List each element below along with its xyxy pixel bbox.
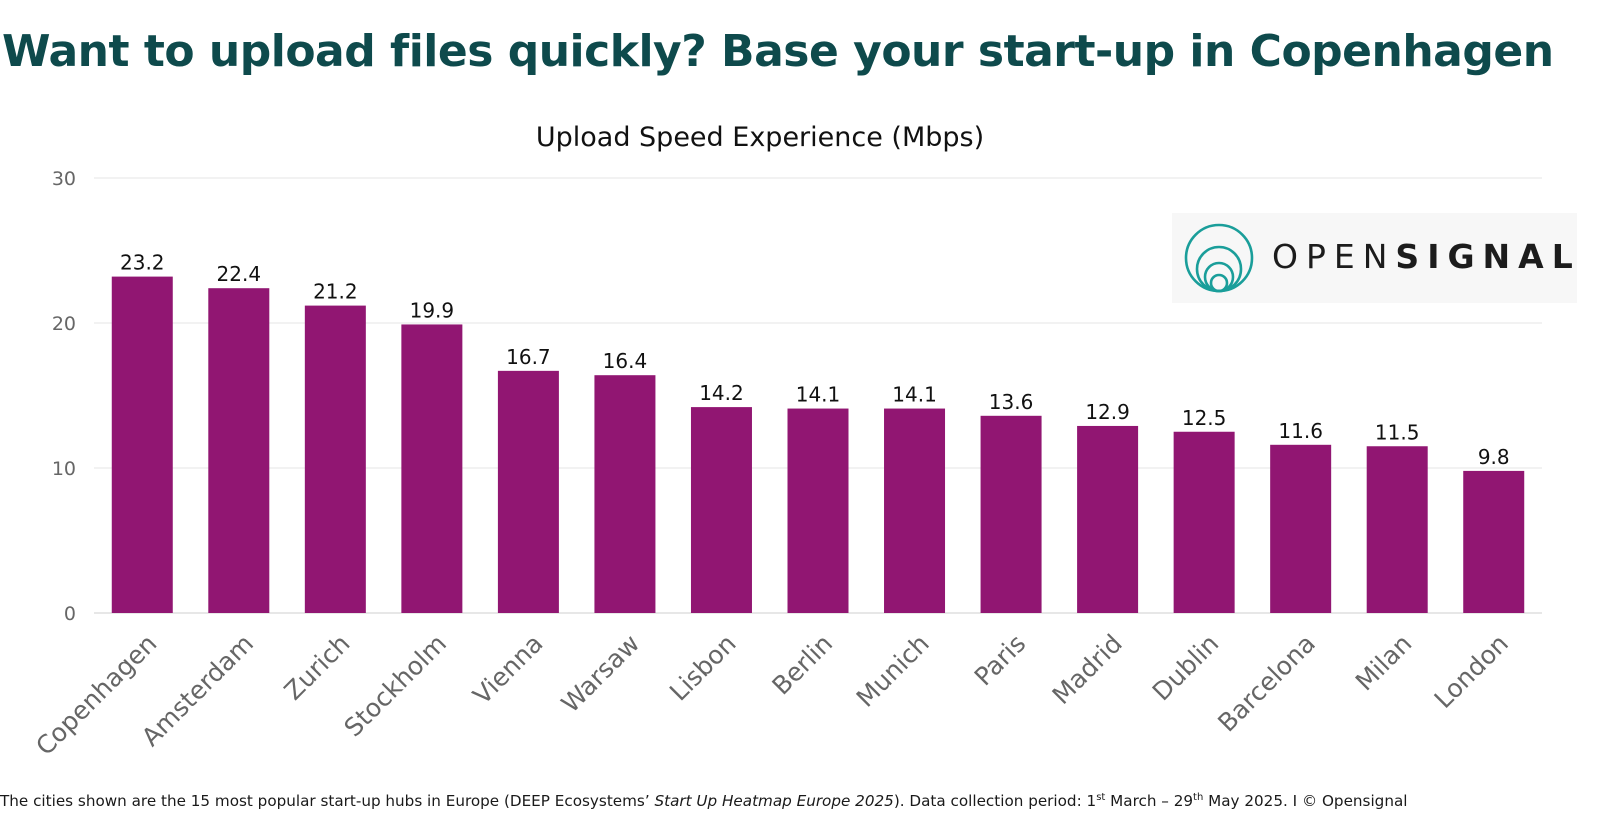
x-tick-label: Milan xyxy=(1350,629,1418,697)
data-label: 16.4 xyxy=(603,349,648,373)
footnote-text-3: March – 29 xyxy=(1105,792,1194,811)
bar xyxy=(208,288,270,613)
data-label: 9.8 xyxy=(1478,445,1510,469)
data-label: 11.5 xyxy=(1375,420,1420,444)
x-tick-label: Lisbon xyxy=(664,629,742,707)
bar xyxy=(884,408,946,613)
y-tick-label: 10 xyxy=(52,458,76,480)
x-tick-label: Zurich xyxy=(279,629,356,706)
opensignal-logo-text: OPENSIGNAL xyxy=(1272,237,1581,276)
data-label: 16.7 xyxy=(506,345,551,369)
footnote-sup-1: st xyxy=(1096,792,1106,803)
footnote-text-4: May 2025. I © Opensignal xyxy=(1203,792,1408,811)
data-label: 14.2 xyxy=(699,381,744,405)
footnote-sup-2: th xyxy=(1193,792,1204,803)
x-tick-label: London xyxy=(1429,629,1514,714)
bar xyxy=(787,408,849,613)
data-label: 19.9 xyxy=(410,298,455,322)
opensignal-logo-icon xyxy=(1184,223,1254,293)
y-tick-label: 0 xyxy=(64,603,76,625)
bar-chart: Upload Speed Experience (Mbps) 0 10 20 30 2… xyxy=(30,122,1542,761)
data-label: 22.4 xyxy=(217,262,262,286)
footnote-source-title: Start Up Heatmap Europe 2025 xyxy=(654,792,894,811)
bar xyxy=(401,324,463,613)
bar xyxy=(497,370,559,613)
y-tick-label: 30 xyxy=(52,168,76,190)
bar xyxy=(1270,444,1332,613)
opensignal-logo: OPENSIGNAL xyxy=(1172,213,1577,303)
x-tick-label: Madrid xyxy=(1047,629,1128,710)
data-label: 12.9 xyxy=(1085,400,1130,424)
bar xyxy=(980,415,1042,613)
data-label: 23.2 xyxy=(120,251,165,275)
headline: Want to upload files quickly? Base your … xyxy=(2,26,1554,77)
footnote-text-2: ). Data collection period: 1 xyxy=(893,792,1097,811)
footnote-text-1: The cities shown are the 15 most popular… xyxy=(0,792,655,811)
x-tick-label: Stockholm xyxy=(339,629,453,743)
data-label: 14.1 xyxy=(892,383,937,407)
x-tick-label: Vienna xyxy=(467,629,548,710)
bar xyxy=(1173,431,1235,613)
footnote: The cities shown are the 15 most popular… xyxy=(0,792,1407,810)
bar xyxy=(690,407,752,613)
bar xyxy=(304,305,366,613)
data-labels: 23.2 22.4 21.2 19.9 16.7 16.4 14.2 14.1 14.1 13.6… xyxy=(120,251,1510,469)
x-tick-label: Dublin xyxy=(1147,629,1225,707)
x-tick-label: Paris xyxy=(969,629,1032,692)
data-label: 11.6 xyxy=(1278,419,1323,443)
data-label: 12.5 xyxy=(1182,406,1227,430)
x-tick-label: Barcelona xyxy=(1212,629,1321,738)
x-tick-label: Berlin xyxy=(766,629,838,701)
data-label: 21.2 xyxy=(313,280,358,304)
bar xyxy=(1366,446,1428,613)
logo-text-open: OPEN xyxy=(1272,237,1396,276)
chart-title: Upload Speed Experience (Mbps) xyxy=(536,122,984,153)
bars xyxy=(111,276,1525,613)
bar xyxy=(111,276,173,613)
x-tick-label: Munich xyxy=(851,629,935,713)
bar xyxy=(1077,425,1139,613)
data-label: 13.6 xyxy=(989,390,1034,414)
y-axis-ticks: 0 10 20 30 xyxy=(52,168,76,625)
logo-text-signal: SIGNAL xyxy=(1395,237,1581,276)
x-tick-label: Copenhagen xyxy=(30,629,162,761)
x-tick-label: Warsaw xyxy=(556,629,645,718)
data-label: 14.1 xyxy=(796,383,841,407)
bar xyxy=(1463,470,1525,613)
bar xyxy=(594,375,656,613)
y-tick-label: 20 xyxy=(52,313,76,335)
